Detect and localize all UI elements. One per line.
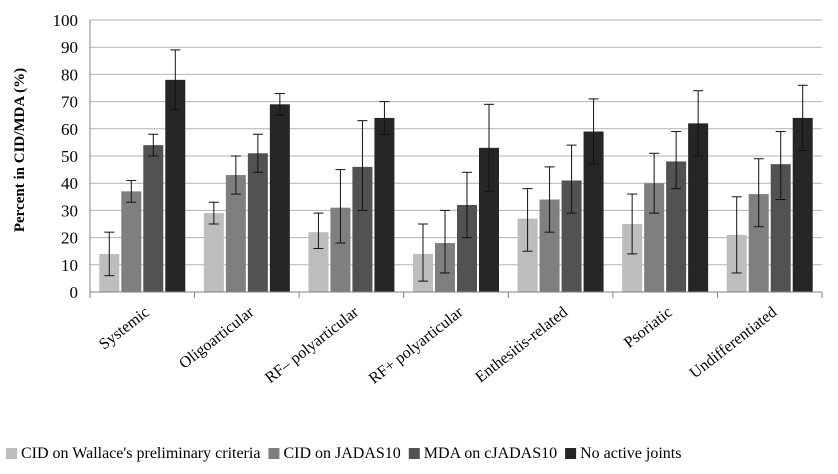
y-tick-label: 70 (61, 93, 78, 112)
y-tick-label: 30 (61, 201, 78, 220)
bar (644, 183, 665, 292)
y-tick-label: 20 (61, 229, 78, 248)
bar (165, 79, 186, 292)
bar (792, 117, 813, 292)
bar (622, 224, 643, 292)
gridlines (90, 19, 822, 266)
bar (308, 232, 329, 292)
category-label: Systemic (96, 304, 153, 354)
bar (330, 207, 351, 292)
y-tick-label: 100 (53, 11, 79, 30)
bar (352, 166, 373, 292)
category-label: RF+ polyarticular (366, 303, 467, 387)
y-axis-title: Percent in CID/MDA (%) (12, 68, 28, 232)
bar (561, 180, 582, 292)
bar (539, 199, 560, 292)
bar (583, 131, 604, 292)
bar (666, 161, 687, 292)
legend: CID on Wallace's preliminary criteria CID… (6, 445, 681, 462)
y-tick-label: 90 (61, 38, 78, 57)
y-tick-label: 10 (61, 256, 78, 275)
bars (99, 79, 813, 292)
bar (688, 123, 709, 292)
legend-label: CID on Wallace's preliminary criteria (21, 445, 260, 462)
bar (247, 153, 268, 292)
legend-swatch (408, 448, 420, 459)
category-label: Oligoarticular (176, 303, 258, 372)
y-tick-label: 60 (61, 120, 78, 139)
error-bars (104, 49, 808, 282)
category-labels: Systemic Oligoarticular RF– polyarticular R… (96, 303, 780, 387)
legend-label: No active joints (580, 445, 681, 462)
bar (143, 145, 164, 292)
category-label: Enthesitis-related (472, 304, 571, 386)
y-tick-label: 40 (61, 174, 78, 193)
y-tick-labels: 0 10 20 30 40 50 60 70 80 90 100 (53, 11, 79, 302)
bar (770, 164, 791, 292)
bar (517, 218, 538, 292)
legend-swatch (268, 448, 280, 459)
y-tick-label: 50 (61, 147, 78, 166)
legend-label: CID on JADAS10 (283, 445, 400, 462)
y-tick-label: 80 (61, 65, 78, 84)
bar (269, 104, 290, 292)
legend-swatch (565, 448, 577, 459)
y-tick-label: 0 (70, 283, 79, 302)
bar (121, 191, 142, 292)
category-label: Undifferentiated (687, 304, 781, 382)
legend-label: MDA on cJADAS10 (424, 445, 557, 462)
legend-swatch (6, 448, 17, 459)
axes (89, 20, 823, 298)
bar (748, 194, 769, 292)
category-label: Psoriatic (621, 304, 676, 352)
bar (479, 147, 499, 292)
category-label: RF– polyarticular (262, 303, 362, 387)
bar (225, 175, 246, 292)
bar (203, 213, 224, 292)
bar (374, 117, 395, 292)
bar (457, 204, 477, 292)
